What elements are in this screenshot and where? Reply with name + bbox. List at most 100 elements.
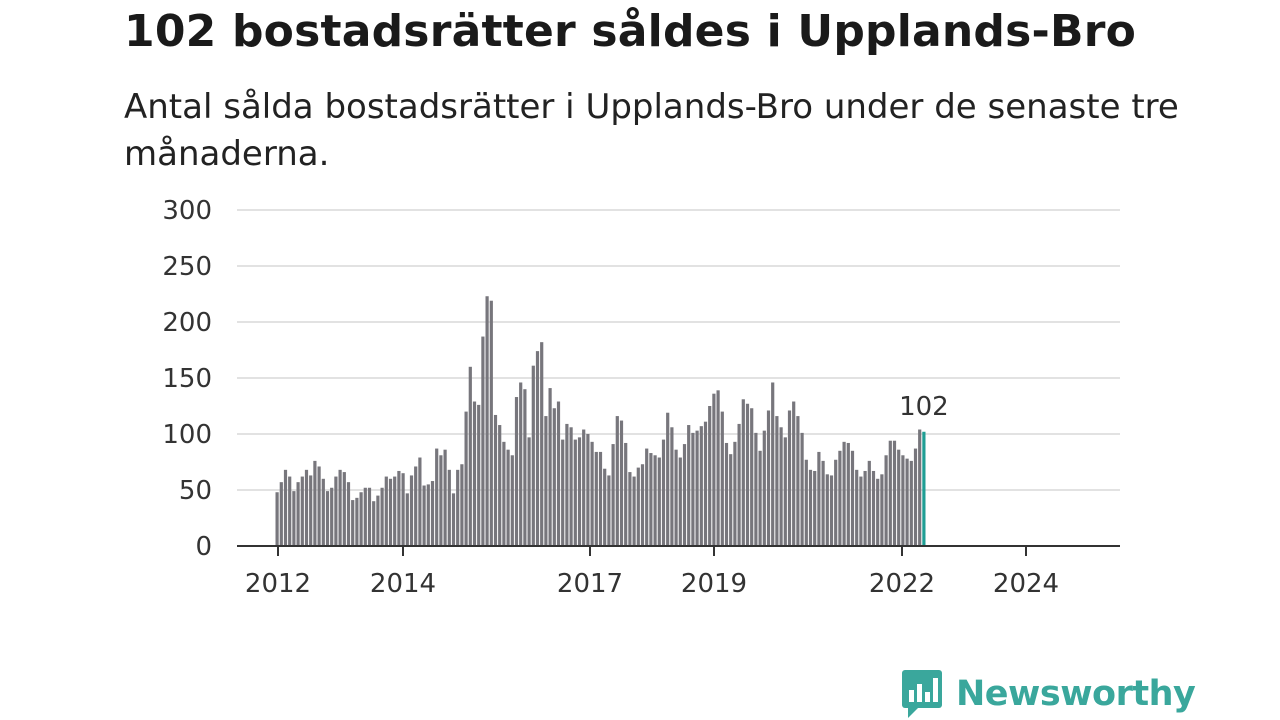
bar: [535, 351, 540, 546]
bar: [451, 493, 456, 546]
bar: [619, 420, 624, 546]
y-tick-label: 100: [162, 420, 212, 450]
chart-title: 102 bostadsrätter såldes i Upplands-Bro: [124, 6, 1137, 57]
bar: [498, 425, 502, 546]
bar: [342, 472, 346, 546]
bar: [636, 467, 640, 546]
bar: [615, 416, 619, 546]
bar: [552, 408, 556, 546]
x-tick-label: 2017: [557, 569, 623, 599]
bar: [897, 449, 901, 546]
x-tick-label: 2024: [993, 569, 1059, 599]
y-tick-label: 250: [162, 252, 212, 282]
bar: [502, 441, 506, 546]
bar: [779, 427, 783, 546]
bar: [296, 482, 300, 546]
y-tick-label: 300: [162, 196, 212, 226]
bar: [888, 440, 892, 546]
bar: [456, 469, 460, 546]
bar: [279, 482, 283, 546]
bar: [892, 440, 897, 546]
bar: [695, 430, 699, 546]
newsworthy-logo: Newsworthy: [902, 670, 1196, 718]
bar: [745, 403, 750, 546]
brand-name: Newsworthy: [956, 674, 1196, 714]
bar: [703, 421, 708, 546]
newsworthy-logo-icon: [902, 670, 942, 718]
bar: [586, 434, 590, 546]
bar: [393, 476, 397, 546]
bar: [351, 500, 355, 546]
bar: [682, 444, 687, 546]
bar: [426, 484, 430, 546]
bar: [422, 485, 426, 546]
bar: [649, 453, 653, 546]
bar: [691, 432, 695, 546]
bar: [338, 469, 342, 546]
latest-value-label: 102: [899, 392, 949, 422]
bar: [317, 466, 321, 546]
bar: [292, 491, 296, 546]
bar: [565, 423, 569, 546]
bar: [414, 466, 418, 546]
bar: [817, 451, 821, 546]
bar: [275, 492, 279, 546]
bar: [632, 476, 636, 546]
x-tick-label: 2022: [869, 569, 935, 599]
bar: [405, 493, 409, 546]
bar: [372, 501, 376, 546]
bar: [514, 397, 519, 546]
bar: [401, 473, 405, 546]
x-tick-label: 2019: [681, 569, 747, 599]
bar: [544, 416, 548, 546]
bar: [582, 429, 586, 546]
bar: [376, 495, 380, 546]
bar: [901, 455, 905, 546]
bar: [829, 475, 834, 546]
bar: [594, 451, 598, 546]
bar: [300, 476, 304, 546]
bar: [288, 476, 292, 546]
bar: [729, 454, 733, 546]
bar: [439, 455, 443, 546]
bar: [481, 336, 485, 546]
bar: [418, 457, 422, 546]
bar: [909, 460, 913, 546]
bar: [388, 478, 393, 546]
bar: [678, 457, 682, 546]
x-tick-label: 2012: [245, 569, 311, 599]
bar: [661, 439, 666, 546]
bar: [687, 425, 691, 546]
bar: [699, 426, 703, 546]
bar: [804, 459, 808, 546]
bar: [363, 487, 367, 546]
bar: [741, 399, 745, 546]
bar: [603, 468, 607, 546]
bar: [800, 432, 804, 546]
bar: [708, 406, 712, 546]
bar: [367, 487, 372, 546]
bar: [334, 476, 338, 546]
bar: [435, 448, 439, 546]
bar: [716, 390, 720, 546]
bar: [766, 410, 771, 546]
bar: [598, 451, 603, 546]
bar: [380, 487, 384, 546]
bar: [750, 408, 754, 546]
bar: [859, 476, 863, 546]
bar: [846, 442, 850, 546]
bar: [913, 448, 918, 546]
bar: [523, 389, 527, 546]
bar: [666, 412, 670, 546]
bar: [880, 474, 884, 546]
bar: [787, 410, 792, 546]
bar: [871, 470, 876, 546]
bar-latest: [922, 431, 926, 546]
bar: [447, 469, 451, 546]
bar: [569, 427, 573, 546]
bar: [762, 430, 766, 546]
bar: [863, 470, 867, 546]
bar: [477, 404, 481, 546]
bar: [489, 300, 493, 546]
